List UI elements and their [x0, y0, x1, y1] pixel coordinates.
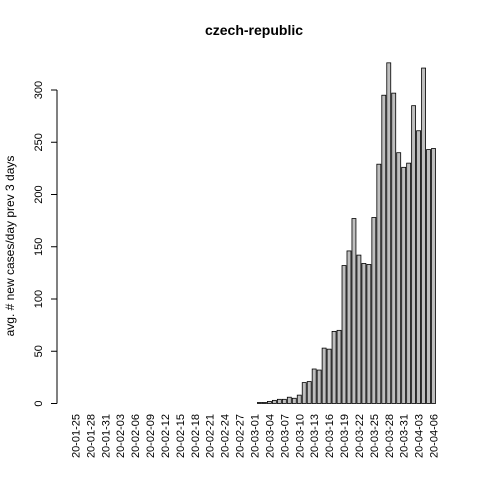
x-tick-label: 20-03-31 — [399, 414, 411, 458]
bar-20-03-07 — [282, 399, 286, 403]
bar-20-03-15 — [322, 348, 326, 403]
x-tick-label: 20-03-01 — [250, 414, 262, 458]
x-tick-label: 20-02-12 — [160, 414, 172, 458]
x-tick-label: 20-02-09 — [145, 414, 157, 458]
bar-20-03-02 — [257, 402, 261, 403]
bar-20-03-23 — [362, 263, 366, 403]
bar-20-03-28 — [387, 63, 391, 404]
x-tick-label: 20-03-16 — [324, 414, 336, 458]
x-tick-label: 20-04-06 — [429, 414, 441, 458]
bar-20-04-04 — [422, 68, 426, 403]
x-tick-label: 20-03-22 — [354, 414, 366, 458]
bar-20-03-05 — [272, 400, 276, 403]
bar-20-03-26 — [377, 164, 381, 403]
bar-20-04-05 — [427, 150, 431, 404]
x-tick-label: 20-03-04 — [264, 414, 276, 458]
x-tick-label: 20-03-28 — [384, 414, 396, 458]
bar-20-03-06 — [277, 399, 281, 403]
bar-20-03-10 — [297, 395, 301, 403]
y-axis-label: avg. # new cases/day prev 3 days — [3, 156, 17, 337]
bar-20-04-06 — [432, 149, 436, 404]
x-tick-label: 20-03-10 — [294, 414, 306, 458]
bar-20-03-17 — [332, 331, 336, 403]
x-tick-label: 20-02-15 — [175, 414, 187, 458]
bar-20-03-04 — [267, 401, 271, 403]
bar-20-04-03 — [417, 131, 421, 404]
bar-20-04-01 — [407, 163, 411, 403]
bar-20-03-08 — [287, 397, 291, 403]
bar-20-03-21 — [352, 219, 356, 404]
bar-20-03-18 — [337, 330, 341, 403]
y-tick-label: 200 — [33, 185, 45, 203]
x-axis: 20-01-25 20-01-28 20-01-31 20-02-03 20-02-06… — [70, 414, 440, 458]
bar-20-03-31 — [402, 167, 406, 403]
bar-20-03-20 — [347, 251, 351, 404]
bar-20-03-27 — [382, 95, 386, 403]
x-tick-label: 20-03-07 — [279, 414, 291, 458]
bar-20-03-13 — [312, 369, 316, 403]
bars-group — [257, 63, 435, 404]
bar-20-03-29 — [392, 93, 396, 403]
x-tick-label: 20-02-06 — [130, 414, 142, 458]
bar-20-03-22 — [357, 255, 361, 403]
x-tick-label: 20-03-19 — [339, 414, 351, 458]
x-tick-label: 20-02-24 — [220, 414, 232, 458]
bar-20-03-19 — [342, 266, 346, 404]
bar-20-03-16 — [327, 349, 331, 403]
chart-title: czech-republic — [205, 22, 303, 38]
x-tick-label: 20-02-03 — [115, 414, 127, 458]
y-axis: 0 50 100 150 200 250 300 — [33, 81, 57, 407]
y-tick-label: 150 — [33, 238, 45, 256]
bar-20-03-03 — [262, 402, 266, 403]
bar-20-03-14 — [317, 370, 321, 403]
bar-20-04-02 — [412, 106, 416, 404]
x-tick-label: 20-03-25 — [369, 414, 381, 458]
x-tick-label: 20-01-28 — [85, 414, 97, 458]
x-tick-label: 20-01-25 — [70, 414, 82, 458]
x-tick-label: 20-02-27 — [235, 414, 247, 458]
bar-20-03-24 — [367, 265, 371, 404]
bar-20-03-12 — [307, 382, 311, 404]
bar-20-03-11 — [302, 383, 306, 404]
bar-20-03-30 — [397, 153, 401, 404]
y-tick-label: 250 — [33, 133, 45, 151]
x-tick-label: 20-03-13 — [309, 414, 321, 458]
y-tick-label: 300 — [33, 81, 45, 99]
y-tick-label: 100 — [33, 290, 45, 308]
y-tick-label: 50 — [33, 345, 45, 357]
y-tick-label: 0 — [33, 400, 45, 406]
bar-20-03-25 — [372, 217, 376, 403]
x-tick-label: 20-02-21 — [205, 414, 217, 458]
x-tick-label: 20-04-03 — [414, 414, 426, 458]
x-tick-label: 20-02-18 — [190, 414, 202, 458]
bar-20-03-09 — [292, 398, 296, 403]
x-tick-label: 20-01-31 — [100, 414, 112, 458]
